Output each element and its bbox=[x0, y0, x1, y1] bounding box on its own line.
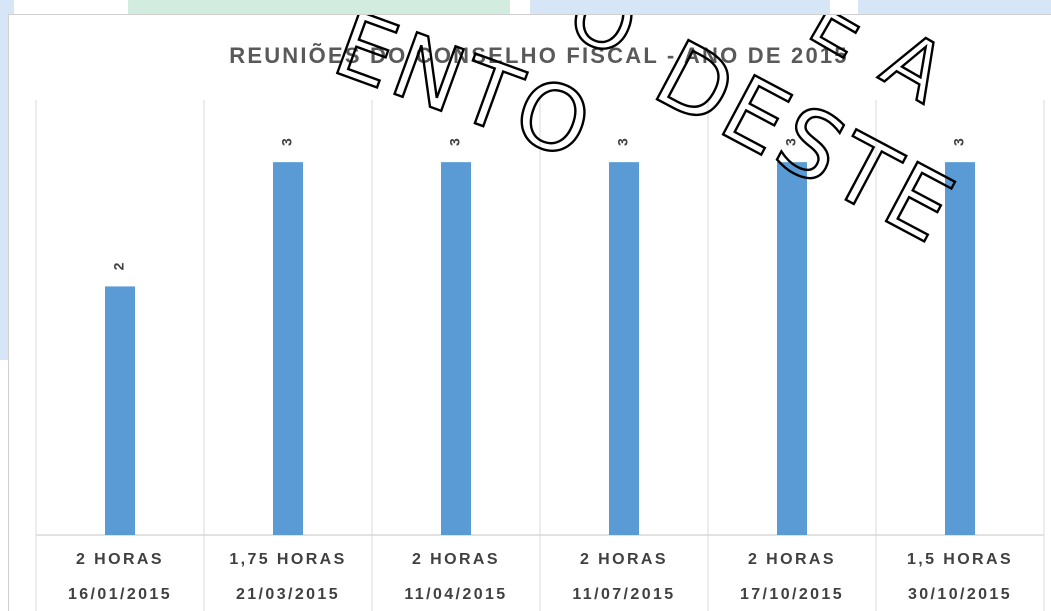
category-label-duration: 2 HORAS bbox=[412, 551, 500, 568]
bar bbox=[777, 162, 807, 535]
bar bbox=[105, 286, 135, 535]
data-label: 3 bbox=[783, 138, 799, 146]
data-label: 3 bbox=[951, 138, 967, 146]
data-label: 3 bbox=[615, 138, 631, 146]
category-label-date: 11/04/2015 bbox=[404, 586, 507, 603]
background-strip-green bbox=[128, 0, 510, 16]
category-label-date: 11/07/2015 bbox=[572, 586, 675, 603]
category-label-date: 21/03/2015 bbox=[236, 586, 340, 603]
category-label-duration: 2 HORAS bbox=[748, 551, 836, 568]
chart-title: REUNIÕES DO CONSELHO FISCAL - ANO DE 201… bbox=[229, 43, 849, 68]
category-label-date: 16/01/2015 bbox=[68, 586, 172, 603]
bar-chart: REUNIÕES DO CONSELHO FISCAL - ANO DE 201… bbox=[35, 15, 1045, 611]
category-label-duration: 2 HORAS bbox=[580, 551, 668, 568]
chart-card: REUNIÕES DO CONSELHO FISCAL - ANO DE 201… bbox=[8, 14, 1051, 611]
data-label: 3 bbox=[447, 138, 463, 146]
bar bbox=[441, 162, 471, 535]
data-label: 3 bbox=[279, 138, 295, 146]
bar bbox=[609, 162, 639, 535]
category-label-duration: 2 HORAS bbox=[76, 551, 164, 568]
category-label-duration: 1,5 HORAS bbox=[907, 551, 1013, 568]
bar bbox=[945, 162, 975, 535]
plot-area: 2 2 HORAS 16/01/2015 3 1,75 HORAS 21/03/2015 3… bbox=[35, 100, 1045, 611]
background-strip-blue bbox=[530, 0, 830, 16]
bar bbox=[273, 162, 303, 535]
category-label-duration: 1,75 HORAS bbox=[229, 551, 346, 568]
category-label-date: 17/10/2015 bbox=[740, 586, 844, 603]
background-strip-blue-right bbox=[858, 0, 1051, 16]
category-label-date: 30/10/2015 bbox=[908, 586, 1012, 603]
data-label: 2 bbox=[111, 262, 127, 270]
